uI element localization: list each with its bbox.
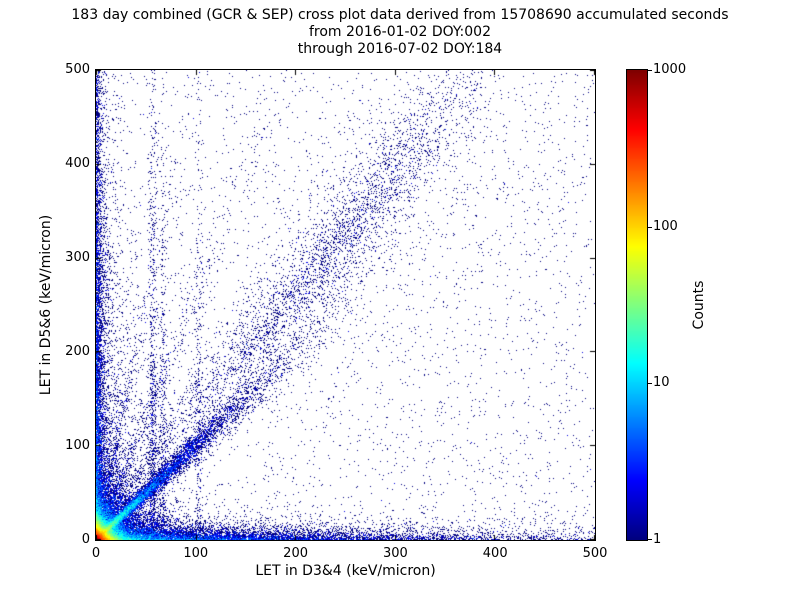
- chart-title: 183 day combined (GCR & SEP) cross plot …: [71, 7, 729, 23]
- x-axis-label: LET in D3&4 (keV/micron): [255, 563, 436, 579]
- chart-subtitle-through: through 2016-07-02 DOY:184: [297, 41, 503, 57]
- x-tick-label: 500: [582, 546, 608, 561]
- colorbar-tick-mark: [648, 539, 652, 540]
- colorbar-label: Counts: [691, 280, 707, 330]
- colorbar-tick-label: 10: [653, 375, 670, 391]
- y-axis-label: LET in D5&6 (keV/micron): [38, 214, 54, 396]
- colorbar-canvas: [626, 69, 648, 541]
- x-tick-label: 400: [482, 546, 508, 561]
- y-tick-label: 100: [65, 438, 90, 453]
- y-tick-label: 200: [65, 344, 90, 359]
- colorbar-tick-mark: [648, 383, 652, 384]
- x-tick-label: 300: [382, 546, 408, 561]
- colorbar-tick-label: 1000: [653, 62, 687, 77]
- colorbar-tick-label: 100: [653, 218, 678, 234]
- colorbar-tick-mark: [648, 70, 652, 71]
- x-tick-label: 200: [283, 546, 309, 561]
- y-tick-label: 500: [65, 62, 90, 77]
- colorbar-tick-mark: [648, 227, 652, 228]
- x-tick-label: 100: [183, 546, 209, 561]
- chart-subtitle-from: from 2016-01-02 DOY:002: [308, 24, 491, 40]
- y-tick-label: 300: [65, 250, 90, 265]
- y-tick-label: 0: [81, 532, 90, 547]
- x-tick-label: 0: [91, 546, 101, 561]
- crossplot-canvas: [95, 69, 596, 541]
- y-tick-label: 400: [65, 156, 90, 171]
- colorbar-tick-label: 1: [653, 532, 662, 547]
